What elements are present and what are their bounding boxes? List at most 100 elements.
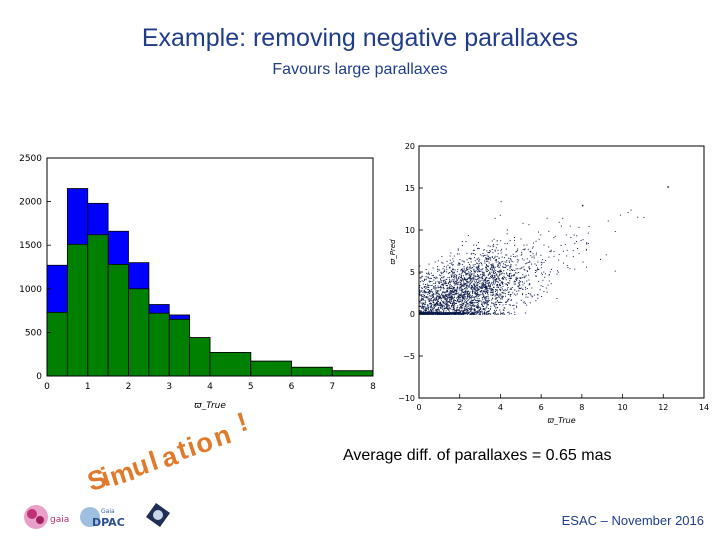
- scatter-point: [493, 283, 495, 285]
- scatter-point: [522, 274, 524, 276]
- scatter-point: [483, 272, 485, 274]
- average-difference-note: Average diff. of parallaxes = 0.65 mas: [343, 447, 612, 464]
- scatter-point: [496, 283, 498, 285]
- scatter-point: [425, 312, 427, 314]
- scatter-point: [487, 288, 489, 290]
- scatter-point: [446, 293, 448, 295]
- scatter-point: [466, 305, 468, 307]
- scatter-point: [506, 265, 508, 267]
- scatter-point: [467, 274, 469, 276]
- scatter-point: [565, 234, 567, 236]
- scatter-point: [488, 256, 490, 258]
- scatter-point: [548, 246, 550, 248]
- scatter-frame: [418, 145, 705, 399]
- scatter-point: [441, 272, 443, 274]
- scatter-point: [447, 277, 449, 279]
- scatter-point: [433, 300, 435, 302]
- scatter-point: [445, 304, 447, 306]
- scatter-point: [453, 271, 455, 273]
- scatter-point: [491, 287, 493, 289]
- scatter-point: [455, 280, 457, 282]
- scatter-point: [462, 310, 464, 312]
- scatter-point: [445, 291, 447, 293]
- scatter-point: [512, 253, 514, 255]
- scatter-point: [522, 288, 524, 290]
- scatter-point: [484, 298, 486, 300]
- scatter-point: [458, 313, 460, 315]
- scatter-point: [435, 313, 437, 315]
- scatter-point: [540, 285, 542, 287]
- scatter-point: [461, 301, 463, 303]
- scatter-point: [508, 311, 510, 313]
- scatter-point: [451, 293, 453, 295]
- scatter-point: [544, 276, 546, 278]
- scatter-point: [459, 299, 461, 301]
- scatter-point: [495, 261, 497, 263]
- scatter-point: [490, 289, 492, 291]
- scatter-point: [448, 308, 450, 310]
- scatter-point: [446, 302, 448, 304]
- scatter-point: [489, 282, 491, 284]
- scatter-point: [502, 283, 504, 285]
- scatter-points: [419, 186, 669, 315]
- scatter-point: [488, 285, 490, 287]
- scatter-point: [494, 298, 496, 300]
- scatter-point: [460, 293, 462, 295]
- scatter-point: [463, 312, 465, 314]
- scatter-point: [472, 249, 474, 251]
- scatter-point: [427, 277, 429, 279]
- scatter-point: [425, 268, 427, 270]
- scatter-point: [470, 307, 472, 309]
- scatter-point: [478, 266, 480, 268]
- scatter-point: [523, 302, 525, 304]
- scatter-point: [483, 281, 485, 283]
- scatter-point: [470, 258, 472, 260]
- scatter-point: [450, 270, 452, 272]
- scatter-point: [477, 307, 479, 309]
- scatter-point: [494, 259, 496, 261]
- scatter-point: [461, 285, 463, 287]
- scatter-point: [456, 290, 458, 292]
- scatter-point: [512, 269, 514, 271]
- scatter-point: [535, 264, 537, 266]
- scatter-point: [531, 263, 533, 265]
- scatter-point: [481, 285, 483, 287]
- scatter-point: [498, 257, 500, 259]
- scatter-point: [489, 287, 491, 289]
- scatter-point: [478, 299, 480, 301]
- scatter-point: [446, 283, 448, 285]
- scatter-point: [486, 270, 488, 272]
- scatter-point: [511, 269, 513, 271]
- scatter-y-tick-label-4: 10: [405, 226, 415, 235]
- scatter-point: [587, 232, 589, 234]
- scatter-point: [478, 313, 480, 315]
- scatter-point: [501, 288, 503, 290]
- scatter-point: [424, 292, 426, 294]
- scatter-point: [495, 313, 497, 315]
- scatter-point: [424, 300, 426, 302]
- scatter-point: [499, 284, 501, 286]
- scatter-point: [450, 298, 452, 300]
- scatter-point: [508, 313, 510, 315]
- scatter-point: [443, 288, 445, 290]
- scatter-point: [452, 290, 454, 292]
- slide-title: Example: removing negative parallaxes: [141, 24, 579, 52]
- scatter-point: [423, 306, 425, 308]
- scatter-point: [453, 255, 455, 257]
- scatter-point: [504, 243, 506, 245]
- scatter-point: [464, 272, 466, 274]
- scatter-point: [435, 309, 437, 311]
- scatter-point: [487, 265, 489, 267]
- scatter-point: [464, 308, 466, 310]
- scatter-point: [502, 278, 504, 280]
- scatter-point: [569, 225, 571, 227]
- scatter-point: [485, 300, 487, 302]
- scatter-point: [500, 281, 502, 283]
- scatter-point: [456, 271, 458, 273]
- scatter-point: [450, 294, 452, 296]
- scatter-point: [470, 313, 472, 315]
- scatter-point: [471, 287, 473, 289]
- scatter-point: [485, 307, 487, 309]
- scatter-point: [450, 295, 452, 297]
- scatter-point: [430, 285, 432, 287]
